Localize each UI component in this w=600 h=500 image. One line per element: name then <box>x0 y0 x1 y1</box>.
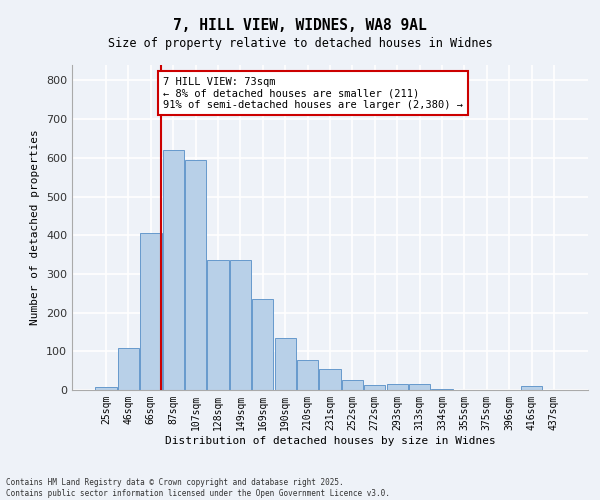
Bar <box>364 386 385 390</box>
Text: Size of property relative to detached houses in Widnes: Size of property relative to detached ho… <box>107 38 493 51</box>
Bar <box>409 384 430 390</box>
Bar <box>275 338 296 390</box>
Bar <box>252 299 274 390</box>
Bar <box>431 389 452 390</box>
Bar <box>185 160 206 390</box>
Bar <box>342 380 363 390</box>
Bar <box>297 360 318 390</box>
Bar <box>140 234 161 390</box>
Bar <box>163 150 184 390</box>
Text: 7, HILL VIEW, WIDNES, WA8 9AL: 7, HILL VIEW, WIDNES, WA8 9AL <box>173 18 427 32</box>
Bar <box>95 387 117 390</box>
Text: Contains HM Land Registry data © Crown copyright and database right 2025.
Contai: Contains HM Land Registry data © Crown c… <box>6 478 390 498</box>
Bar <box>118 348 139 390</box>
Bar <box>386 384 408 390</box>
Bar <box>208 260 229 390</box>
Text: 7 HILL VIEW: 73sqm
← 8% of detached houses are smaller (211)
91% of semi-detache: 7 HILL VIEW: 73sqm ← 8% of detached hous… <box>163 76 463 110</box>
Bar <box>230 260 251 390</box>
Bar <box>319 368 341 390</box>
Bar <box>521 386 542 390</box>
Y-axis label: Number of detached properties: Number of detached properties <box>31 130 40 326</box>
X-axis label: Distribution of detached houses by size in Widnes: Distribution of detached houses by size … <box>164 436 496 446</box>
